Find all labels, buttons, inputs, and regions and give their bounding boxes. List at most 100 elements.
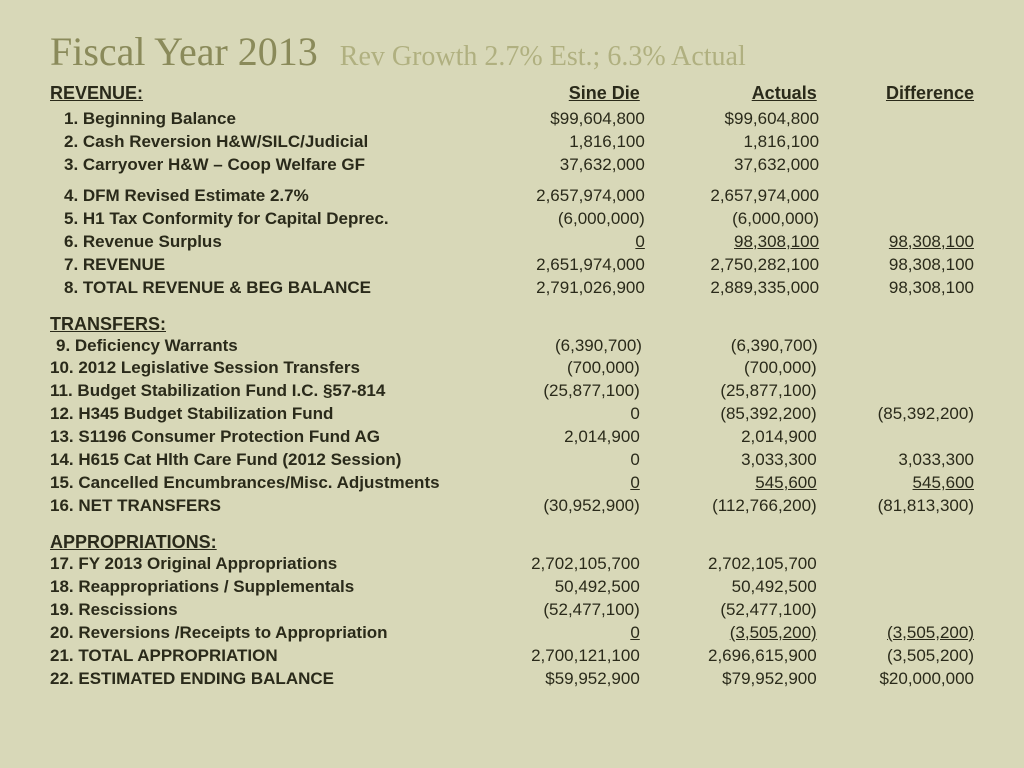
row-actual: (3,505,200) xyxy=(640,622,817,645)
sine-header: Sine Die xyxy=(463,83,640,104)
row-label: 15. Cancelled Encumbrances/Misc. Adjustm… xyxy=(50,472,463,495)
row-label: 1. Beginning Balance xyxy=(50,108,471,131)
row-label: 12. H345 Budget Stabilization Fund xyxy=(50,403,463,426)
row-actual: (6,390,700) xyxy=(642,335,818,358)
row-label: 20. Reversions /Receipts to Appropriatio… xyxy=(50,622,463,645)
row-4: 4. DFM Revised Estimate 2.7%2,657,974,00… xyxy=(50,185,974,208)
row-diff: (3,505,200) xyxy=(817,622,974,645)
appropriations-header: APPROPRIATIONS: xyxy=(50,532,974,553)
column-headers: REVENUE: Sine Die Actuals Difference xyxy=(50,83,974,104)
row-label: 7. REVENUE xyxy=(50,254,471,277)
row-actual: 1,816,100 xyxy=(645,131,819,154)
row-label: 3. Carryover H&W – Coop Welfare GF xyxy=(50,154,471,177)
row-diff: 545,600 xyxy=(817,472,974,495)
row-14: 14. H615 Cat Hlth Care Fund (2012 Sessio… xyxy=(50,449,974,472)
row-actual: 37,632,000 xyxy=(645,154,819,177)
row-diff: (81,813,300) xyxy=(817,495,974,518)
row-diff: $20,000,000 xyxy=(817,668,974,691)
revenue-header: REVENUE: xyxy=(50,83,143,103)
row-diff: 98,308,100 xyxy=(819,231,974,254)
row-diff: 98,308,100 xyxy=(819,277,974,300)
row-2: 2. Cash Reversion H&W/SILC/Judicial1,816… xyxy=(50,131,974,154)
row-20: 20. Reversions /Receipts to Appropriatio… xyxy=(50,622,974,645)
sub-title: Rev Growth 2.7% Est.; 6.3% Actual xyxy=(340,41,746,73)
row-actual: 2,889,335,000 xyxy=(645,277,819,300)
row-sine: (52,477,100) xyxy=(463,599,640,622)
row-label: 16. NET TRANSFERS xyxy=(50,495,463,518)
row-diff xyxy=(817,553,974,576)
row-sine: (6,390,700) xyxy=(466,335,642,358)
row-sine: 2,702,105,700 xyxy=(463,553,640,576)
row-sine: 0 xyxy=(463,472,640,495)
row-diff xyxy=(817,357,974,380)
row-sine: 0 xyxy=(463,449,640,472)
row-label: 17. FY 2013 Original Appropriations xyxy=(50,553,463,576)
row-sine: $99,604,800 xyxy=(471,108,645,131)
row-actual: $79,952,900 xyxy=(640,668,817,691)
row-label: 9. Deficiency Warrants xyxy=(50,335,466,358)
row-actual: 2,750,282,100 xyxy=(645,254,819,277)
row-diff xyxy=(817,426,974,449)
row-sine: 2,791,026,900 xyxy=(471,277,645,300)
row-6: 6. Revenue Surplus098,308,10098,308,100 xyxy=(50,231,974,254)
row-8: 8. TOTAL REVENUE & BEG BALANCE2,791,026,… xyxy=(50,277,974,300)
row-sine: (700,000) xyxy=(463,357,640,380)
row-sine: 0 xyxy=(463,622,640,645)
row-sine: 37,632,000 xyxy=(471,154,645,177)
row-sine: 2,014,900 xyxy=(463,426,640,449)
row-diff: (85,392,200) xyxy=(817,403,974,426)
difference-header: Difference xyxy=(817,83,974,104)
row-7: 7. REVENUE2,651,974,0002,750,282,10098,3… xyxy=(50,254,974,277)
row-sine: 0 xyxy=(463,403,640,426)
row-actual: $99,604,800 xyxy=(645,108,819,131)
row-label: 8. TOTAL REVENUE & BEG BALANCE xyxy=(50,277,471,300)
row-actual: 545,600 xyxy=(640,472,817,495)
row-16: 16. NET TRANSFERS(30,952,900)(112,766,20… xyxy=(50,495,974,518)
row-15: 15. Cancelled Encumbrances/Misc. Adjustm… xyxy=(50,472,974,495)
row-label: 22. ESTIMATED ENDING BALANCE xyxy=(50,668,463,691)
row-label: 18. Reappropriations / Supplementals xyxy=(50,576,463,599)
transfers-header: TRANSFERS: xyxy=(50,314,974,335)
row-5: 5. H1 Tax Conformity for Capital Deprec.… xyxy=(50,208,974,231)
row-sine: $59,952,900 xyxy=(463,668,640,691)
main-title: Fiscal Year 2013 xyxy=(50,28,318,75)
row-17: 17. FY 2013 Original Appropriations2,702… xyxy=(50,553,974,576)
row-label: 6. Revenue Surplus xyxy=(50,231,471,254)
row-label: 13. S1196 Consumer Protection Fund AG xyxy=(50,426,463,449)
row-11: 11. Budget Stabilization Fund I.C. §57-8… xyxy=(50,380,974,403)
row-actual: 2,657,974,000 xyxy=(645,185,819,208)
row-label: 21. TOTAL APPROPRIATION xyxy=(50,645,463,668)
row-diff xyxy=(819,131,974,154)
actuals-header: Actuals xyxy=(640,83,817,104)
row-9: 9. Deficiency Warrants(6,390,700)(6,390,… xyxy=(50,335,974,358)
row-actual: (52,477,100) xyxy=(640,599,817,622)
row-sine: 2,657,974,000 xyxy=(471,185,645,208)
row-sine: (6,000,000) xyxy=(471,208,645,231)
row-diff: 98,308,100 xyxy=(819,254,974,277)
row-diff xyxy=(819,154,974,177)
row-actual: 50,492,500 xyxy=(640,576,817,599)
row-diff xyxy=(819,185,974,208)
row-actual: (112,766,200) xyxy=(640,495,817,518)
row-actual: (25,877,100) xyxy=(640,380,817,403)
row-sine: 0 xyxy=(471,231,645,254)
row-diff: 3,033,300 xyxy=(817,449,974,472)
row-label: 5. H1 Tax Conformity for Capital Deprec. xyxy=(50,208,471,231)
row-22: 22. ESTIMATED ENDING BALANCE$59,952,900$… xyxy=(50,668,974,691)
title-row: Fiscal Year 2013 Rev Growth 2.7% Est.; 6… xyxy=(50,28,974,75)
row-actual: 98,308,100 xyxy=(645,231,819,254)
row-actual: (700,000) xyxy=(640,357,817,380)
row-label: 10. 2012 Legislative Session Transfers xyxy=(50,357,463,380)
fiscal-report: Fiscal Year 2013 Rev Growth 2.7% Est.; 6… xyxy=(0,0,1024,711)
row-diff: (3,505,200) xyxy=(817,645,974,668)
row-actual: 2,014,900 xyxy=(640,426,817,449)
row-label: 11. Budget Stabilization Fund I.C. §57-8… xyxy=(50,380,463,403)
row-actual: (85,392,200) xyxy=(640,403,817,426)
row-13: 13. S1196 Consumer Protection Fund AG2,0… xyxy=(50,426,974,449)
row-label: 14. H615 Cat Hlth Care Fund (2012 Sessio… xyxy=(50,449,463,472)
row-actual: 2,696,615,900 xyxy=(640,645,817,668)
row-sine: 1,816,100 xyxy=(471,131,645,154)
row-label: 2. Cash Reversion H&W/SILC/Judicial xyxy=(50,131,471,154)
row-diff xyxy=(817,599,974,622)
row-actual: (6,000,000) xyxy=(645,208,819,231)
